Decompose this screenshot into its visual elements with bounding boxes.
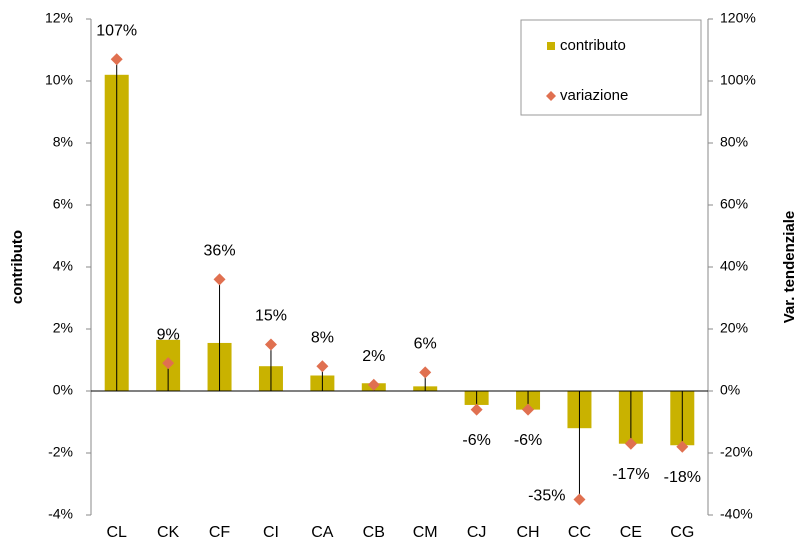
data-label: 107% bbox=[96, 23, 137, 40]
data-label: -17% bbox=[612, 466, 649, 483]
diamond-marker bbox=[162, 357, 175, 370]
x-tick-label: CI bbox=[263, 524, 279, 541]
diamond-marker bbox=[316, 360, 329, 373]
y-tick-label: 2% bbox=[53, 320, 73, 336]
data-label: -6% bbox=[514, 432, 542, 449]
x-tick-label: CC bbox=[568, 524, 591, 541]
y-tick-label: 10% bbox=[45, 72, 73, 88]
legend-swatch bbox=[547, 42, 555, 50]
diamond-marker bbox=[470, 403, 483, 416]
data-label: 15% bbox=[255, 308, 287, 325]
data-label: -6% bbox=[462, 432, 490, 449]
y2-tick-label: -20% bbox=[720, 444, 753, 460]
diamond-marker bbox=[367, 378, 380, 391]
diamond-marker bbox=[419, 366, 432, 379]
y2-tick-label: 80% bbox=[720, 134, 748, 150]
diamond-marker bbox=[264, 338, 277, 351]
y-tick-label: -2% bbox=[48, 444, 73, 460]
x-tick-label: CG bbox=[670, 524, 694, 541]
x-tick-label: CB bbox=[363, 524, 385, 541]
y2-tick-label: -40% bbox=[720, 506, 753, 522]
y2-tick-label: 120% bbox=[720, 10, 756, 26]
x-tick-label: CH bbox=[516, 524, 539, 541]
x-tick-label: CM bbox=[413, 524, 438, 541]
x-tick-label: CE bbox=[620, 524, 642, 541]
y-tick-label: 12% bbox=[45, 10, 73, 26]
data-label: 8% bbox=[311, 329, 334, 346]
y2-tick-label: 60% bbox=[720, 196, 748, 212]
y2-tick-label: 40% bbox=[720, 258, 748, 274]
x-tick-label: CJ bbox=[467, 524, 487, 541]
data-label: 36% bbox=[204, 243, 236, 260]
y-tick-label: -4% bbox=[48, 506, 73, 522]
data-label: -35% bbox=[528, 488, 565, 505]
y-tick-label: 8% bbox=[53, 134, 73, 150]
legend-label: contributo bbox=[560, 37, 626, 54]
diamond-marker bbox=[624, 437, 637, 450]
x-tick-label: CK bbox=[157, 524, 180, 541]
y2-tick-label: 0% bbox=[720, 382, 740, 398]
y2-tick-label: 100% bbox=[720, 72, 756, 88]
y2-axis-title: Var. tendenziale bbox=[781, 211, 798, 324]
x-tick-label: CA bbox=[311, 524, 334, 541]
legend-swatch bbox=[546, 91, 556, 101]
diamond-marker bbox=[522, 403, 535, 416]
y-axis-title: contributo bbox=[9, 230, 26, 304]
data-label: -18% bbox=[664, 469, 701, 486]
diamond-marker bbox=[573, 493, 586, 506]
y-tick-label: 4% bbox=[53, 258, 73, 274]
data-label: 2% bbox=[362, 348, 385, 365]
legend-label: variazione bbox=[560, 87, 628, 104]
data-label: 9% bbox=[157, 326, 180, 343]
data-label: 6% bbox=[414, 336, 437, 353]
x-tick-label: CF bbox=[209, 524, 231, 541]
y-tick-label: 6% bbox=[53, 196, 73, 212]
x-tick-label: CL bbox=[106, 524, 127, 541]
y-tick-label: 0% bbox=[53, 382, 73, 398]
diamond-marker bbox=[213, 273, 226, 286]
y2-tick-label: 20% bbox=[720, 320, 748, 336]
diamond-marker bbox=[676, 440, 689, 453]
diamond-marker bbox=[110, 53, 123, 66]
